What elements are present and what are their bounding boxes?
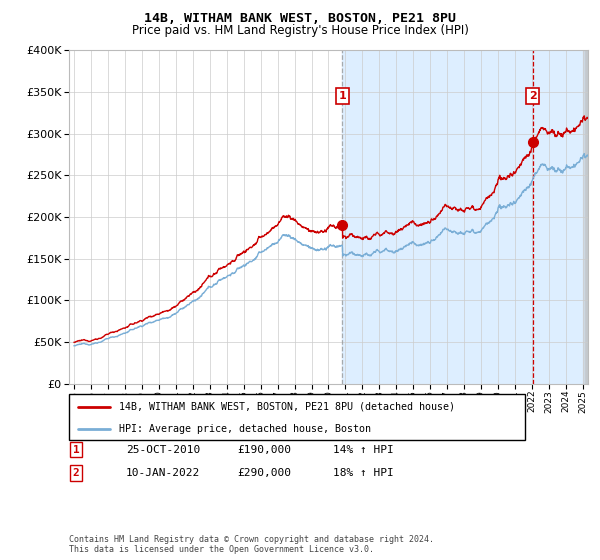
Text: 14B, WITHAM BANK WEST, BOSTON, PE21 8PU (detached house): 14B, WITHAM BANK WEST, BOSTON, PE21 8PU … xyxy=(119,402,455,412)
Text: 18% ↑ HPI: 18% ↑ HPI xyxy=(333,468,394,478)
Text: Price paid vs. HM Land Registry's House Price Index (HPI): Price paid vs. HM Land Registry's House … xyxy=(131,24,469,36)
Text: 10-JAN-2022: 10-JAN-2022 xyxy=(126,468,200,478)
Bar xyxy=(583,50,588,384)
Text: 25-OCT-2010: 25-OCT-2010 xyxy=(126,445,200,455)
Text: £290,000: £290,000 xyxy=(237,468,291,478)
Bar xyxy=(343,50,588,384)
FancyBboxPatch shape xyxy=(69,394,525,440)
Text: HPI: Average price, detached house, Boston: HPI: Average price, detached house, Bost… xyxy=(119,424,371,435)
Text: £190,000: £190,000 xyxy=(237,445,291,455)
Text: 1: 1 xyxy=(338,91,346,101)
Text: 14B, WITHAM BANK WEST, BOSTON, PE21 8PU: 14B, WITHAM BANK WEST, BOSTON, PE21 8PU xyxy=(144,12,456,25)
Text: This data is licensed under the Open Government Licence v3.0.: This data is licensed under the Open Gov… xyxy=(69,545,374,554)
Text: Contains HM Land Registry data © Crown copyright and database right 2024.: Contains HM Land Registry data © Crown c… xyxy=(69,535,434,544)
Text: 14% ↑ HPI: 14% ↑ HPI xyxy=(333,445,394,455)
Text: 2: 2 xyxy=(529,91,536,101)
Text: 2: 2 xyxy=(73,468,80,478)
Text: 1: 1 xyxy=(73,445,80,455)
